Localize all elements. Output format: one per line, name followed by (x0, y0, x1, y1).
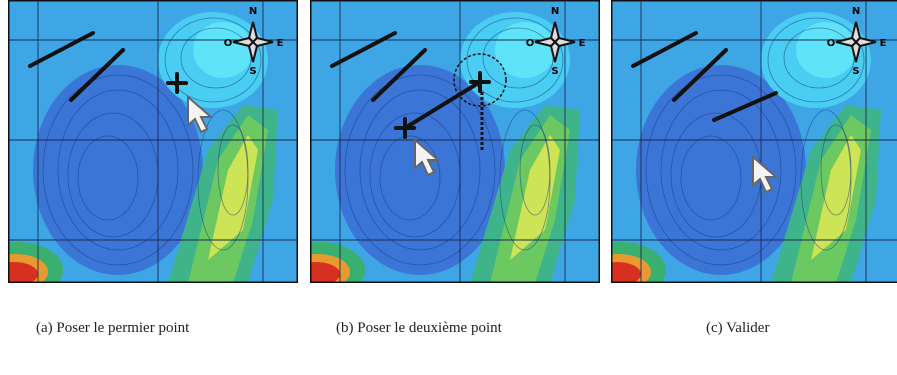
compass-n: N (551, 6, 559, 17)
caption: (a) Poser le permier point (36, 318, 274, 338)
map: N E S O (8, 0, 298, 283)
compass-n: N (852, 6, 860, 17)
map: N E S O (611, 0, 897, 283)
compass-e: E (880, 38, 887, 49)
compass-o: O (224, 38, 233, 49)
page: N E S O N E S O N E S O (a) Poser le per… (0, 0, 897, 375)
compass-s: S (852, 66, 859, 77)
compass-e: E (579, 38, 586, 49)
panel-b: N E S O (310, 0, 600, 283)
compass-s: S (551, 66, 558, 77)
compass-n: N (249, 6, 257, 17)
compass-e: E (277, 38, 284, 49)
compass-o: O (526, 38, 535, 49)
caption: (c) Valider (706, 318, 769, 338)
map: N E S O (310, 0, 600, 283)
panel-c: N E S O (611, 0, 897, 283)
compass-o: O (827, 38, 836, 49)
caption: (b) Poser le deuxième point (336, 318, 574, 338)
compass-s: S (249, 66, 256, 77)
panel-a: N E S O (8, 0, 298, 283)
